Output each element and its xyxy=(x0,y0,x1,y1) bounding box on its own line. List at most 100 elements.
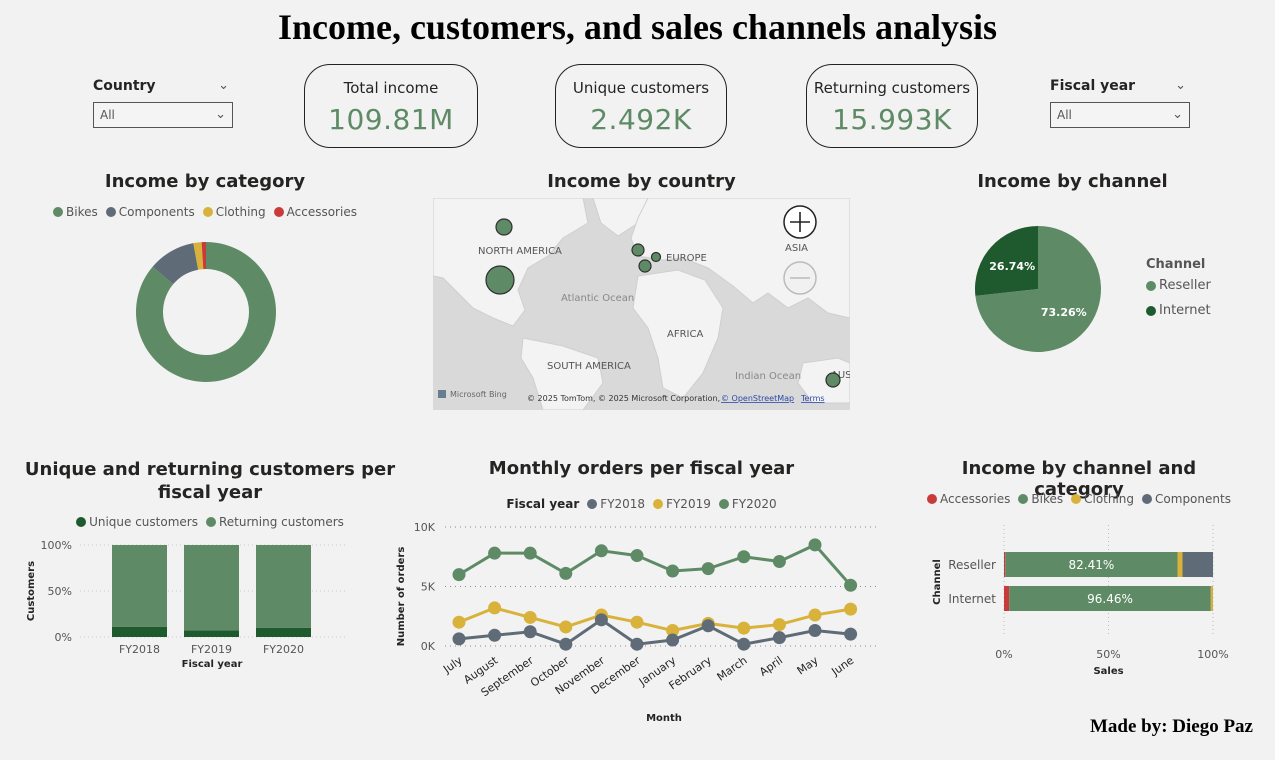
data-point[interactable] xyxy=(523,625,537,639)
data-point[interactable] xyxy=(559,566,573,580)
zoom-out-button[interactable] xyxy=(783,261,817,295)
bar-segment-bikes[interactable] xyxy=(1009,586,1211,611)
data-point[interactable] xyxy=(666,624,680,638)
map-label: AFRICA xyxy=(667,329,703,340)
data-point[interactable] xyxy=(808,624,822,638)
country-slicer[interactable]: Country ⌄ All ⌄ xyxy=(93,78,233,130)
channel-category-bar-chart[interactable]: 0% 50% 100% 82.41% Reseller 96.46% Internet Sal… xyxy=(925,515,1245,680)
legend-title: Fiscal year xyxy=(506,497,580,511)
data-point[interactable] xyxy=(523,610,537,624)
data-point[interactable] xyxy=(666,564,680,578)
fiscal-year-dropdown[interactable]: All ⌄ xyxy=(1050,102,1190,128)
data-point[interactable] xyxy=(630,615,644,629)
data-point[interactable] xyxy=(523,546,537,560)
bar-data-label: 96.46% xyxy=(1087,592,1133,606)
chevron-down-icon[interactable]: ⌄ xyxy=(215,107,226,122)
x-tick-label: 50% xyxy=(1096,648,1120,661)
map-label: Indian Ocean xyxy=(735,371,801,382)
monthly-orders-line-chart[interactable]: 10K5K0KJulyAugustSeptemberOctoberNovembe… xyxy=(390,515,890,730)
data-point[interactable] xyxy=(452,615,466,629)
x-tick-label: FY2018 xyxy=(119,643,160,656)
data-point[interactable] xyxy=(808,538,822,552)
data-point[interactable] xyxy=(737,637,751,651)
customers-bar-chart[interactable]: 100% 50% 0% FY2018 FY2019 FY2020 Fiscal year Cu… xyxy=(20,530,350,680)
bar-segment-bikes[interactable] xyxy=(1005,552,1178,577)
bar-segment-clothing[interactable] xyxy=(1210,586,1213,611)
bar-unique-customers[interactable] xyxy=(112,626,167,637)
data-point[interactable] xyxy=(772,555,786,569)
data-point[interactable] xyxy=(737,621,751,635)
x-tick-label: May xyxy=(795,654,821,678)
data-point[interactable] xyxy=(772,631,786,645)
data-point[interactable] xyxy=(594,613,608,627)
data-point[interactable] xyxy=(844,627,858,641)
data-point[interactable] xyxy=(630,637,644,651)
data-point[interactable] xyxy=(737,550,751,564)
chevron-down-icon[interactable]: ⌄ xyxy=(1172,107,1183,122)
data-point[interactable] xyxy=(488,628,502,642)
legend-label: FY2020 xyxy=(731,497,777,511)
bar-unique-customers[interactable] xyxy=(256,627,311,637)
bar-segment-clothing[interactable] xyxy=(1177,552,1183,577)
legend-label: FY2019 xyxy=(666,497,711,511)
map-bubble-germany xyxy=(650,251,662,263)
chart-legend: Fiscal year FY2018 FY2019 FY2020 xyxy=(433,497,850,511)
data-point[interactable] xyxy=(488,601,502,615)
data-point[interactable] xyxy=(701,562,715,576)
data-point[interactable] xyxy=(701,619,715,633)
pie-slice-internet[interactable] xyxy=(975,226,1038,296)
data-point[interactable] xyxy=(452,632,466,646)
map-terms-link[interactable]: Terms xyxy=(800,394,825,403)
data-point[interactable] xyxy=(844,602,858,616)
fiscal-year-slicer[interactable]: Fiscal year ⌄ All ⌄ xyxy=(1050,78,1190,130)
legend-marker xyxy=(1071,494,1082,504)
bar-segment-components[interactable] xyxy=(1182,552,1213,577)
data-point[interactable] xyxy=(559,620,573,634)
bar-returning-customers[interactable] xyxy=(256,545,311,628)
legend-marker xyxy=(1142,494,1153,504)
legend-marker xyxy=(1146,280,1156,291)
chevron-down-icon[interactable]: ⌄ xyxy=(1175,78,1186,93)
map-canvas: NORTH AMERICA EUROPE ASIA Atlantic Ocean… xyxy=(433,198,850,410)
chart-legend: Accessories Bikes Clothing Components xyxy=(915,492,1243,506)
data-point[interactable] xyxy=(808,608,822,622)
bar-segment-accessories[interactable] xyxy=(1004,586,1010,611)
income-map[interactable]: NORTH AMERICA EUROPE ASIA Atlantic Ocean… xyxy=(433,198,850,410)
data-point[interactable] xyxy=(488,546,502,560)
category-donut-chart[interactable] xyxy=(130,236,282,388)
map-bubble-uk xyxy=(631,243,645,257)
country-dropdown[interactable]: All ⌄ xyxy=(93,102,233,128)
x-tick-label: June xyxy=(828,654,856,679)
donut-slice-components[interactable] xyxy=(152,243,199,285)
pie-slice-reseller[interactable] xyxy=(975,226,1101,352)
legend-marker xyxy=(1018,494,1029,504)
legend-label: Internet xyxy=(1159,303,1211,318)
chevron-down-icon[interactable]: ⌄ xyxy=(218,78,229,93)
zoom-in-button[interactable] xyxy=(783,205,817,239)
legend-marker xyxy=(105,207,116,217)
data-point[interactable] xyxy=(666,633,680,647)
map-label: EUROPE xyxy=(666,253,707,264)
data-point[interactable] xyxy=(559,637,573,651)
data-point[interactable] xyxy=(452,568,466,582)
x-axis-title: Sales xyxy=(1093,666,1123,677)
data-point[interactable] xyxy=(594,544,608,558)
bar-returning-customers[interactable] xyxy=(184,545,239,631)
bar-unique-customers[interactable] xyxy=(184,630,239,637)
y-axis-title: Channel xyxy=(932,559,943,605)
map-osm-link[interactable]: © OpenStreetMap xyxy=(721,394,794,403)
chart-title: Income by country xyxy=(547,171,736,192)
donut-slice-accessories[interactable] xyxy=(201,242,206,270)
channel-pie-chart[interactable]: 73.26% 26.74% xyxy=(973,224,1103,354)
donut-slice-clothing[interactable] xyxy=(193,242,204,270)
kpi-label: Returning customers xyxy=(813,79,971,97)
donut-slice-bikes[interactable] xyxy=(136,242,276,382)
y-tick-label: Internet xyxy=(948,592,996,606)
data-point[interactable] xyxy=(630,549,644,563)
map-label: ASIA xyxy=(785,243,808,254)
data-point[interactable] xyxy=(844,578,858,592)
data-point[interactable] xyxy=(772,618,786,632)
kpi-returning-customers: Returning customers 15.993K xyxy=(806,64,978,148)
bar-segment-accessories[interactable] xyxy=(1004,552,1006,577)
bar-returning-customers[interactable] xyxy=(112,545,167,627)
